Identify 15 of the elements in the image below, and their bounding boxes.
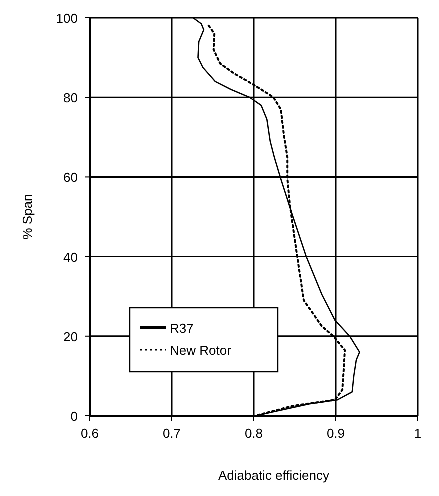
legend-label: R37: [170, 321, 194, 336]
x-tick-label: 0.8: [244, 426, 264, 441]
x-tick-label: 1: [414, 426, 422, 441]
y-tick-label: 80: [64, 90, 78, 106]
y-tick-label: 20: [64, 329, 78, 344]
y-axis-title: % Span: [20, 194, 35, 240]
x-axis-title: Adiabatic efficiency: [218, 468, 330, 483]
y-tick-label: 100: [56, 11, 78, 26]
y-tick-label: 60: [64, 170, 78, 186]
x-tick-label: 0.9: [326, 426, 346, 441]
x-tick-label: 0.7: [162, 426, 182, 441]
y-tick-label: 0: [70, 409, 78, 424]
x-tick-label: 0.6: [80, 426, 100, 441]
legend-label: New Rotor: [170, 343, 232, 358]
y-tick-label: 40: [64, 250, 78, 265]
